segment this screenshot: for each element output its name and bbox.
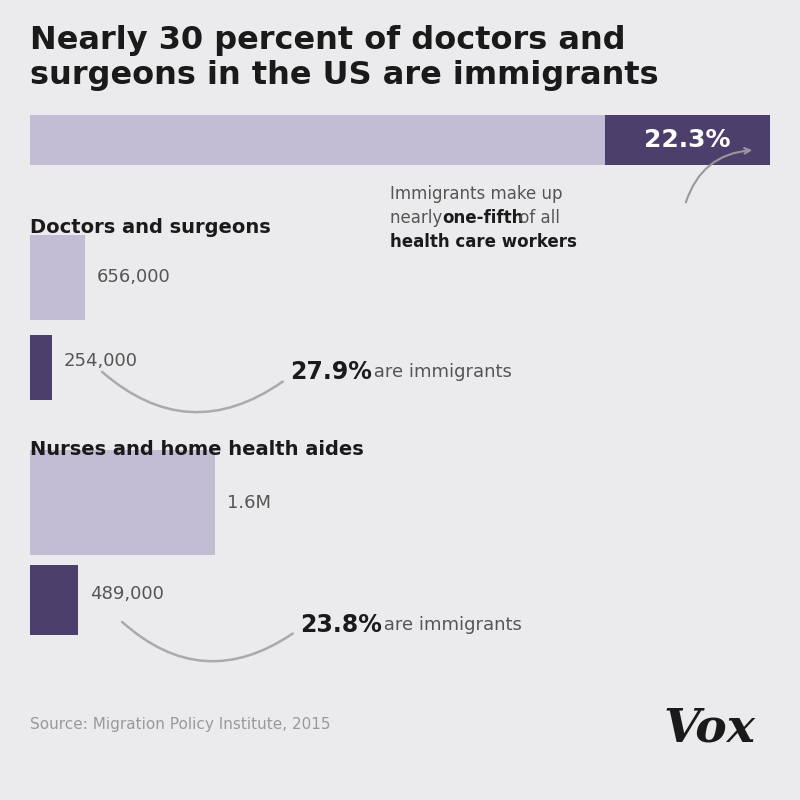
Text: surgeons in the US are immigrants: surgeons in the US are immigrants <box>30 60 658 91</box>
Text: Doctors and surgeons: Doctors and surgeons <box>30 218 270 237</box>
Text: Vox: Vox <box>663 706 755 752</box>
Bar <box>30 565 78 635</box>
Text: Nearly 30 percent of doctors and: Nearly 30 percent of doctors and <box>30 25 626 56</box>
Text: one-fifth: one-fifth <box>442 209 523 227</box>
Text: 23.8%: 23.8% <box>300 613 382 637</box>
Text: 27.9%: 27.9% <box>290 360 372 384</box>
Bar <box>30 450 215 555</box>
Text: 656,000: 656,000 <box>97 269 170 286</box>
Text: 22.3%: 22.3% <box>644 128 730 152</box>
Text: are immigrants: are immigrants <box>368 363 512 381</box>
Text: health care workers: health care workers <box>390 233 577 251</box>
Bar <box>30 235 85 320</box>
Bar <box>30 115 605 165</box>
Text: Nurses and home health aides: Nurses and home health aides <box>30 440 364 459</box>
Text: are immigrants: are immigrants <box>378 616 522 634</box>
Text: nearly: nearly <box>390 209 447 227</box>
Text: Source: Migration Policy Institute, 2015: Source: Migration Policy Institute, 2015 <box>30 717 330 732</box>
Bar <box>605 115 770 165</box>
Text: of all: of all <box>514 209 560 227</box>
Text: Immigrants make up: Immigrants make up <box>390 185 562 203</box>
Bar <box>30 335 52 400</box>
Text: 254,000: 254,000 <box>64 353 138 370</box>
Text: 1.6M: 1.6M <box>227 494 271 511</box>
Text: 489,000: 489,000 <box>90 585 164 603</box>
